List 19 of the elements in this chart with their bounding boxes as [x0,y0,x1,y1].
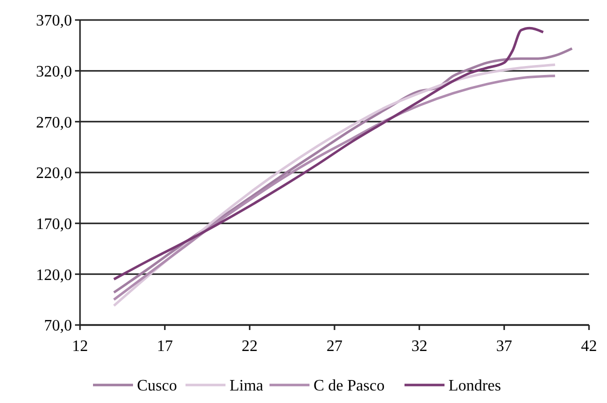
y-tick-label: 370,0 [36,12,72,30]
x-tick-label: 32 [411,338,428,355]
line-series [112,26,544,280]
x-tick-label: 12 [72,338,88,355]
y-tick-label: 70,0 [44,318,72,335]
y-tick-label: 220,0 [36,165,72,182]
y-tick-label: 270,0 [36,114,72,132]
legend-label: C de Pasco [314,378,385,395]
legend-label: Cusco [137,378,177,395]
x-tick-label: 42 [581,338,597,355]
y-tick-label: 120,0 [36,266,72,284]
x-tick-label: 27 [326,338,342,355]
x-tick-label: 17 [156,338,173,355]
legend-label: Lima [230,378,264,395]
legend-label: Londres [448,378,501,395]
y-tick-label: 170,0 [36,216,72,233]
x-tick-label: 37 [496,338,512,355]
y-tick-label: 320,0 [36,63,72,80]
x-tick-label: 22 [242,338,258,355]
